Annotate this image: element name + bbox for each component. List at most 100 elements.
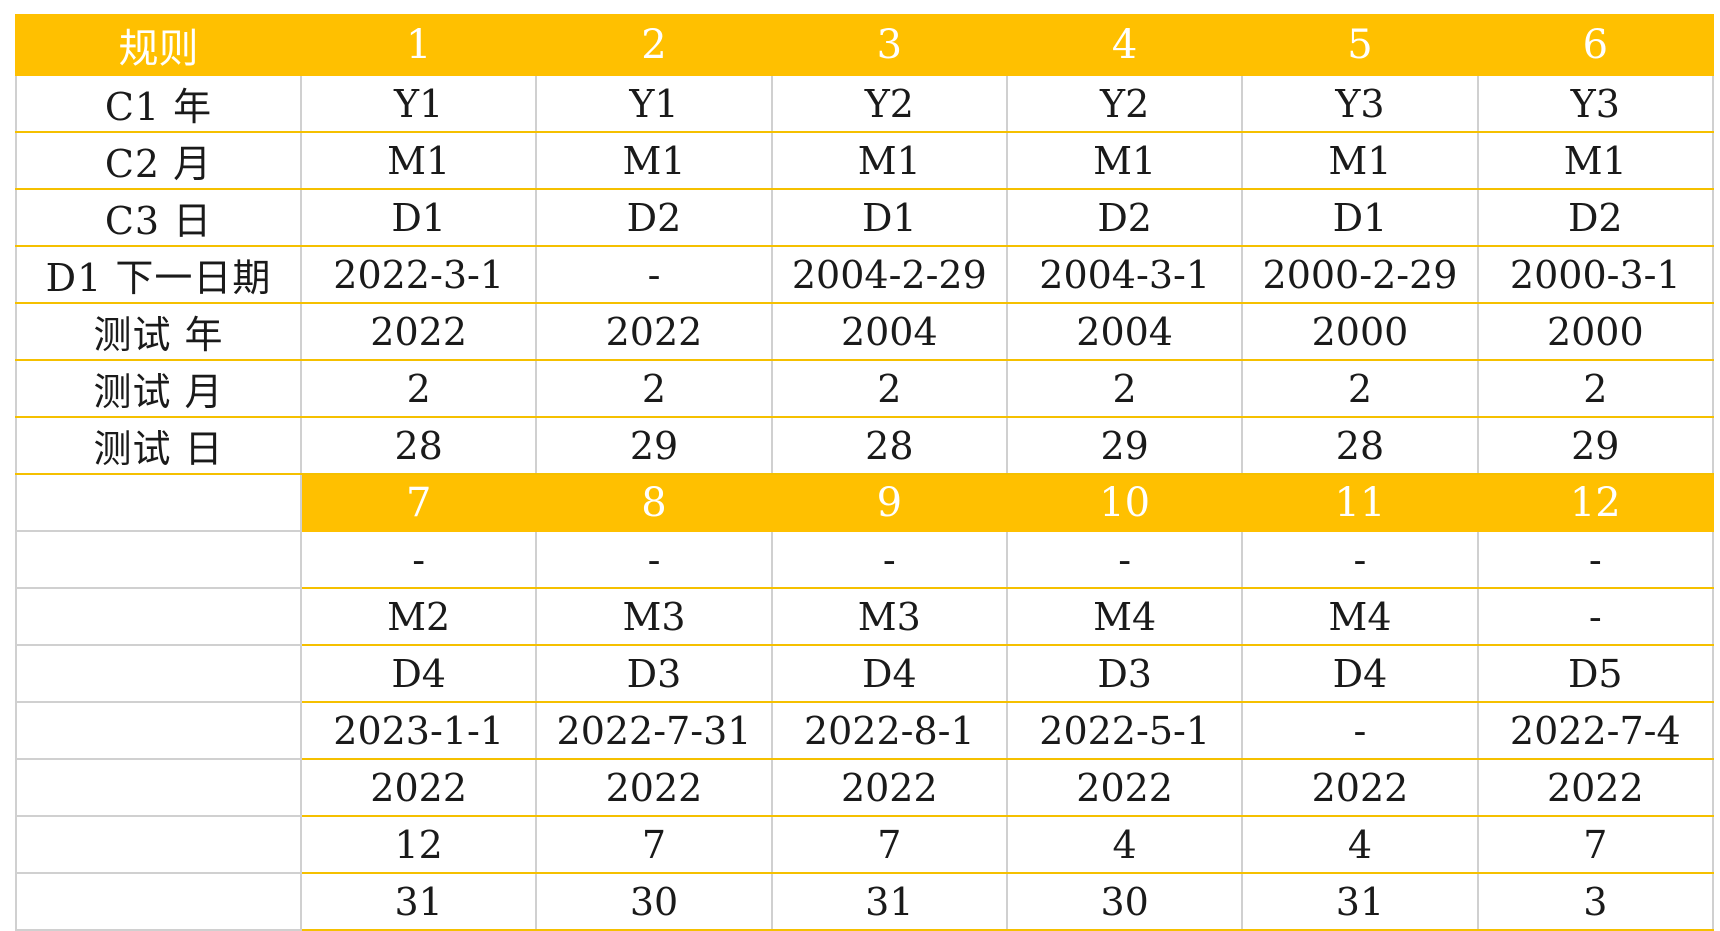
table-cell[interactable]: D2 <box>1476 188 1714 247</box>
empty-cell[interactable] <box>15 530 302 589</box>
table-cell[interactable]: Y1 <box>299 74 538 133</box>
rule-number-cell[interactable]: 12 <box>1476 473 1714 532</box>
table-cell[interactable]: 30 <box>535 872 773 931</box>
table-cell[interactable]: 30 <box>1005 872 1244 931</box>
table-cell[interactable]: 4 <box>1241 815 1479 874</box>
table-cell[interactable]: M1 <box>1476 131 1714 190</box>
table-cell[interactable]: 2004-3-1 <box>1005 245 1244 304</box>
table-cell[interactable]: D2 <box>535 188 773 247</box>
table-cell[interactable]: 7 <box>1476 815 1714 874</box>
row-label-c2-month[interactable]: C2 月 <box>15 131 302 190</box>
table-cell[interactable]: 2023-1-1 <box>299 701 538 760</box>
empty-cell[interactable] <box>15 644 302 703</box>
table-cell[interactable]: 31 <box>770 872 1008 931</box>
table-cell[interactable]: 2000-3-1 <box>1476 245 1714 304</box>
table-cell[interactable]: 2 <box>535 359 773 418</box>
rule-number-cell[interactable]: 2 <box>535 14 773 76</box>
table-cell[interactable]: - <box>535 245 773 304</box>
table-cell[interactable]: 29 <box>1005 416 1244 475</box>
table-cell[interactable]: M4 <box>1005 587 1244 646</box>
table-cell[interactable]: D1 <box>299 188 538 247</box>
row-label-test-day[interactable]: 测试 日 <box>15 416 302 475</box>
table-cell[interactable]: D1 <box>1241 188 1479 247</box>
table-cell[interactable]: 28 <box>1241 416 1479 475</box>
table-cell[interactable]: 2022-3-1 <box>299 245 538 304</box>
table-cell[interactable]: 7 <box>770 815 1008 874</box>
table-cell[interactable]: 2022 <box>299 758 538 817</box>
table-cell[interactable]: Y3 <box>1476 74 1714 133</box>
rule-number-cell[interactable]: 6 <box>1476 14 1714 76</box>
table-cell[interactable]: 7 <box>535 815 773 874</box>
table-cell[interactable]: 2022 <box>1476 758 1714 817</box>
table-cell[interactable]: 2022 <box>770 758 1008 817</box>
row-label-test-year[interactable]: 测试 年 <box>15 302 302 361</box>
table-cell[interactable]: 2004 <box>770 302 1008 361</box>
table-cell[interactable]: 2022 <box>1241 758 1479 817</box>
rule-number-cell[interactable]: 4 <box>1005 14 1244 76</box>
table-cell[interactable]: - <box>1241 701 1479 760</box>
table-cell[interactable]: Y1 <box>535 74 773 133</box>
table-cell[interactable]: 2 <box>299 359 538 418</box>
rule-number-cell[interactable]: 7 <box>299 473 538 532</box>
row-label-c3-day[interactable]: C3 日 <box>15 188 302 247</box>
rule-header-label[interactable]: 规则 <box>15 14 302 76</box>
table-cell[interactable]: D1 <box>770 188 1008 247</box>
table-cell[interactable]: - <box>535 530 773 589</box>
rule-number-cell[interactable]: 10 <box>1005 473 1244 532</box>
table-cell[interactable]: D4 <box>770 644 1008 703</box>
rule-number-cell[interactable]: 8 <box>535 473 773 532</box>
row-label-test-month[interactable]: 测试 月 <box>15 359 302 418</box>
table-cell[interactable]: M1 <box>299 131 538 190</box>
empty-cell[interactable] <box>15 758 302 817</box>
table-cell[interactable]: 2 <box>770 359 1008 418</box>
table-cell[interactable]: 31 <box>1241 872 1479 931</box>
table-cell[interactable]: - <box>1005 530 1244 589</box>
table-cell[interactable]: Y2 <box>1005 74 1244 133</box>
table-cell[interactable]: - <box>299 530 538 589</box>
table-cell[interactable]: D3 <box>535 644 773 703</box>
table-cell[interactable]: 3 <box>1476 872 1714 931</box>
table-cell[interactable]: D2 <box>1005 188 1244 247</box>
empty-cell[interactable] <box>15 815 302 874</box>
table-cell[interactable]: M1 <box>1005 131 1244 190</box>
table-cell[interactable]: - <box>1476 530 1714 589</box>
row-label-d1-next-date[interactable]: D1 下一日期 <box>15 245 302 304</box>
row-label-c1-year[interactable]: C1 年 <box>15 74 302 133</box>
table-cell[interactable]: M3 <box>535 587 773 646</box>
table-cell[interactable]: M1 <box>535 131 773 190</box>
table-cell[interactable]: - <box>770 530 1008 589</box>
table-cell[interactable]: 2 <box>1005 359 1244 418</box>
table-cell[interactable]: - <box>1241 530 1479 589</box>
table-cell[interactable]: 2004 <box>1005 302 1244 361</box>
table-cell[interactable]: M2 <box>299 587 538 646</box>
table-cell[interactable]: Y2 <box>770 74 1008 133</box>
rule-number-cell[interactable]: 11 <box>1241 473 1479 532</box>
table-cell[interactable]: D5 <box>1476 644 1714 703</box>
table-cell[interactable]: 2022-8-1 <box>770 701 1008 760</box>
table-cell[interactable]: 29 <box>535 416 773 475</box>
table-cell[interactable]: M1 <box>770 131 1008 190</box>
table-cell[interactable]: M1 <box>1241 131 1479 190</box>
empty-cell[interactable] <box>15 587 302 646</box>
rule-number-cell[interactable]: 1 <box>299 14 538 76</box>
table-cell[interactable]: M4 <box>1241 587 1479 646</box>
table-cell[interactable]: 4 <box>1005 815 1244 874</box>
rule-number-cell[interactable]: 3 <box>770 14 1008 76</box>
rule-number-cell[interactable]: 9 <box>770 473 1008 532</box>
table-cell[interactable]: 2000 <box>1241 302 1479 361</box>
table-cell[interactable]: 2022-7-31 <box>535 701 773 760</box>
table-cell[interactable]: M3 <box>770 587 1008 646</box>
table-cell[interactable]: Y3 <box>1241 74 1479 133</box>
empty-cell[interactable] <box>15 872 302 931</box>
table-cell[interactable]: 29 <box>1476 416 1714 475</box>
table-cell[interactable]: 2004-2-29 <box>770 245 1008 304</box>
table-cell[interactable]: 28 <box>299 416 538 475</box>
table-cell[interactable]: 28 <box>770 416 1008 475</box>
table-cell[interactable]: 2 <box>1241 359 1479 418</box>
table-cell[interactable]: 2000-2-29 <box>1241 245 1479 304</box>
table-cell[interactable]: - <box>1476 587 1714 646</box>
table-cell[interactable]: 2022 <box>299 302 538 361</box>
table-cell[interactable]: 2022-5-1 <box>1005 701 1244 760</box>
table-cell[interactable]: 2022-7-4 <box>1476 701 1714 760</box>
empty-cell[interactable] <box>15 473 302 532</box>
